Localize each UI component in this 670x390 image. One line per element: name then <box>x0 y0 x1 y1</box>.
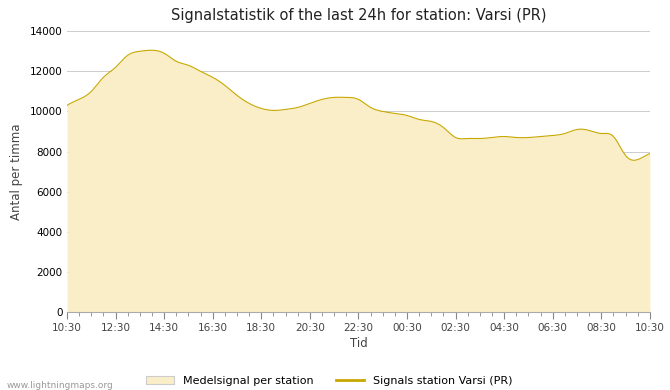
Text: www.lightningmaps.org: www.lightningmaps.org <box>7 381 113 390</box>
X-axis label: Tid: Tid <box>350 337 367 350</box>
Y-axis label: Antal per timma: Antal per timma <box>10 123 23 220</box>
Title: Signalstatistik of the last 24h for station: Varsi (PR): Signalstatistik of the last 24h for stat… <box>171 8 546 23</box>
Legend: Medelsignal per station, Signals station Varsi (PR): Medelsignal per station, Signals station… <box>142 372 517 390</box>
